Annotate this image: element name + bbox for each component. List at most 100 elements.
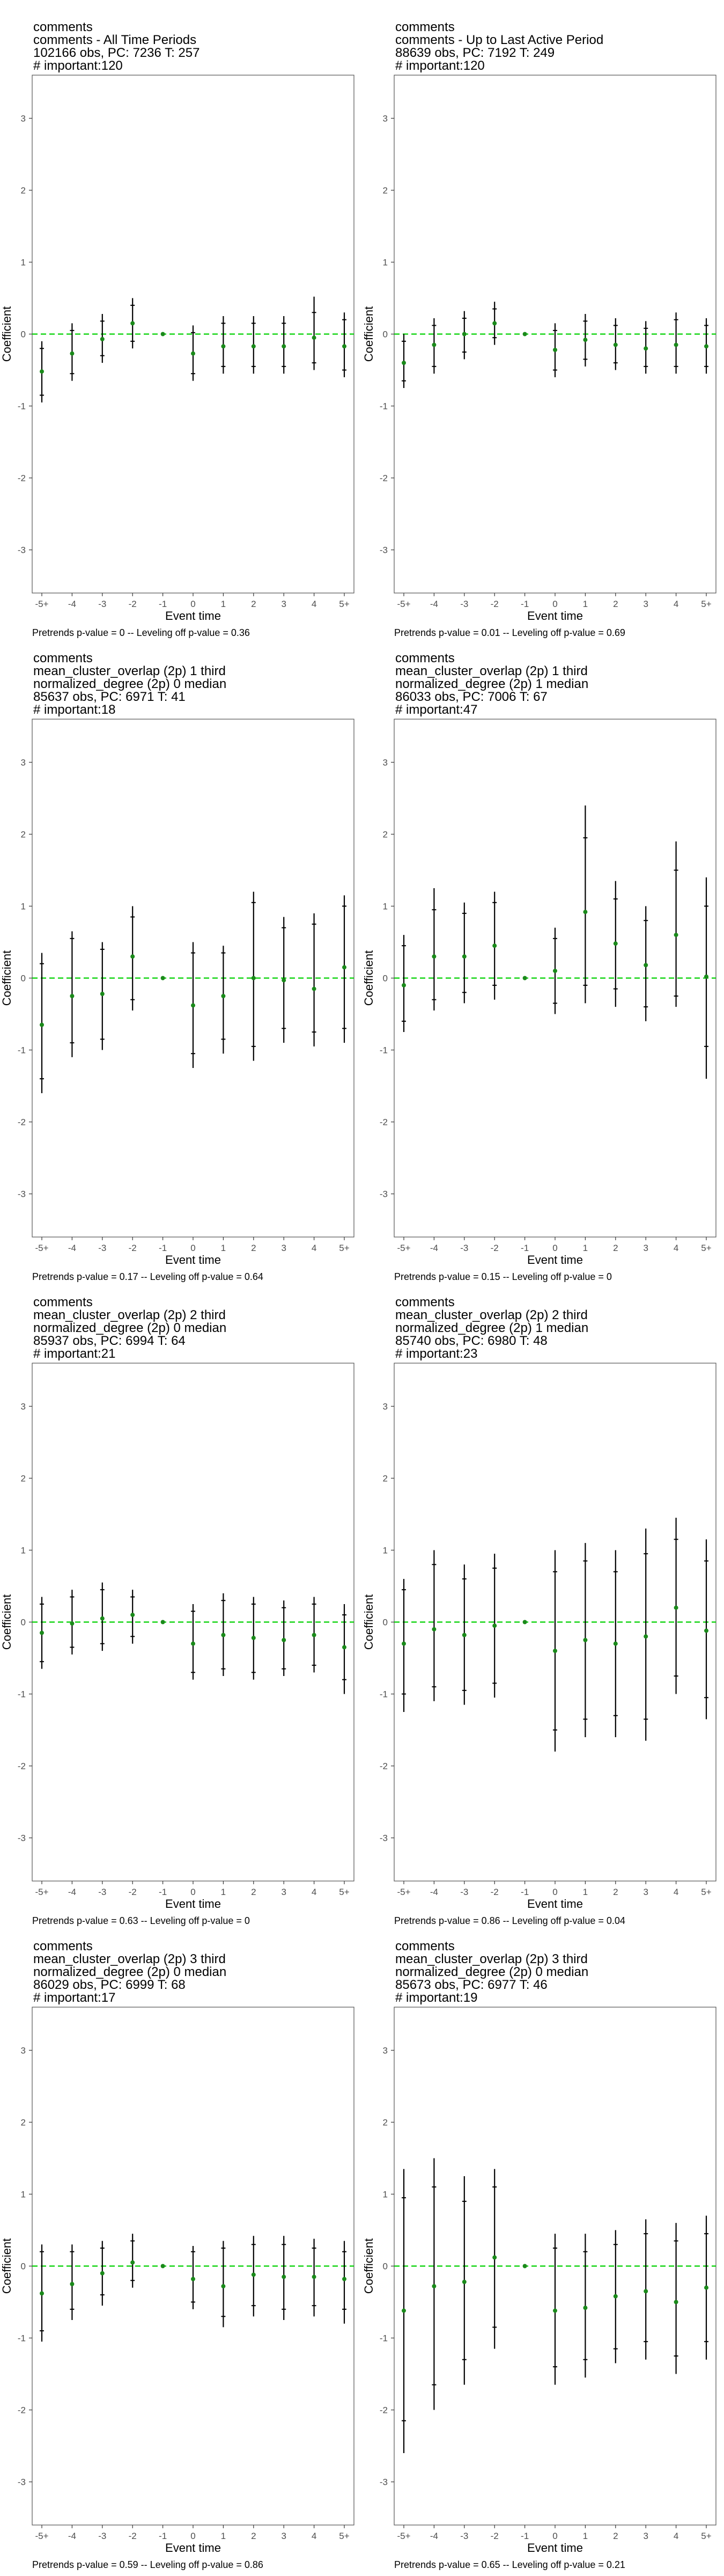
chart-title-line: comments <box>395 651 455 665</box>
chart-title-line: comments - All Time Periods <box>33 33 196 47</box>
y-tick-label: 2 <box>383 2117 388 2127</box>
x-tick-label: 4 <box>312 599 316 609</box>
x-tick-label: 4 <box>674 599 678 609</box>
chart-title-line: # important:23 <box>395 1346 477 1361</box>
x-tick-label: 1 <box>583 1243 588 1253</box>
y-tick-label: 0 <box>383 330 388 340</box>
x-tick-label: 2 <box>251 1243 256 1253</box>
y-axis-label: Coefficient <box>362 2238 375 2294</box>
point-estimate <box>492 2255 497 2260</box>
x-tick-label: 5+ <box>701 1243 711 1253</box>
y-tick-label: -3 <box>18 2477 26 2487</box>
x-tick-label: -2 <box>491 2531 499 2541</box>
x-tick-label: -4 <box>430 2531 438 2541</box>
point-estimate <box>100 2271 105 2275</box>
point-estimate <box>191 351 195 356</box>
y-tick-label: -1 <box>380 401 388 412</box>
x-tick-label: -3 <box>460 1887 468 1897</box>
y-tick-label: 0 <box>21 1618 26 1628</box>
point-estimate <box>432 342 437 347</box>
point-estimate <box>674 1605 678 1610</box>
x-tick-label: -5+ <box>397 1243 410 1253</box>
point-estimate <box>704 974 708 979</box>
x-tick-label: 4 <box>674 1887 678 1897</box>
y-axis-label: Coefficient <box>362 950 375 1006</box>
x-tick-label: -2 <box>129 599 137 609</box>
point-estimate <box>100 336 105 341</box>
point-estimate <box>70 2282 75 2287</box>
chart-title-line: 85740 obs, PC: 6980 T: 48 <box>395 1334 548 1348</box>
y-tick-label: -1 <box>18 2333 26 2344</box>
point-estimate <box>342 1645 346 1650</box>
chart-title-line: comments <box>395 20 455 34</box>
x-tick-label: 1 <box>221 1887 226 1897</box>
point-estimate <box>674 342 678 347</box>
y-tick-label: 3 <box>383 113 388 123</box>
point-estimate <box>402 983 406 987</box>
y-tick-label: 3 <box>21 757 26 767</box>
p-value-caption: Pretrends p-value = 0.17 -- Leveling off… <box>32 1271 263 1282</box>
y-tick-label: -2 <box>380 473 388 484</box>
y-tick-label: -1 <box>380 1045 388 1056</box>
y-tick-label: 1 <box>21 901 26 911</box>
point-estimate <box>522 1620 527 1624</box>
x-tick-label: 5+ <box>339 1243 349 1253</box>
chart-title-line: normalized_degree (2p) 1 median <box>395 1321 588 1335</box>
chart-title-line: normalized_degree (2p) 0 median <box>33 1321 226 1335</box>
p-value-caption: Pretrends p-value = 0.65 -- Leveling off… <box>394 2559 625 2570</box>
point-estimate <box>492 1623 497 1628</box>
y-axis-label: Coefficient <box>362 1594 375 1650</box>
chart-title-line: mean_cluster_overlap (2p) 1 third <box>395 664 588 678</box>
x-tick-label: 3 <box>643 1243 648 1253</box>
point-estimate <box>160 2264 165 2268</box>
x-tick-label: -1 <box>521 1243 529 1253</box>
x-tick-label: -2 <box>491 1243 499 1253</box>
y-tick-label: 1 <box>383 901 388 911</box>
x-tick-label: 3 <box>281 599 286 609</box>
y-tick-label: 0 <box>21 330 26 340</box>
x-tick-label: -5+ <box>35 599 48 609</box>
x-axis-label: Event time <box>165 609 221 623</box>
y-tick-label: 2 <box>383 829 388 839</box>
y-axis-label: Coefficient <box>362 306 375 362</box>
x-tick-label: -3 <box>460 1243 468 1253</box>
chart-title-line: normalized_degree (2p) 0 median <box>33 1965 226 1979</box>
y-tick-label: 3 <box>383 1401 388 1411</box>
x-axis-label: Event time <box>527 2541 583 2555</box>
x-tick-label: 2 <box>251 1887 256 1897</box>
x-tick-label: 3 <box>281 1243 286 1253</box>
chart-title-line: mean_cluster_overlap (2p) 2 third <box>395 1308 588 1322</box>
chart-title-line: normalized_degree (2p) 1 median <box>395 677 588 691</box>
x-tick-label: 5+ <box>701 1887 711 1897</box>
point-estimate <box>221 344 226 349</box>
y-tick-label: 3 <box>383 757 388 767</box>
chart-title-line: # important:17 <box>33 1990 115 2005</box>
x-tick-label: 5+ <box>701 599 711 609</box>
point-estimate <box>40 1630 44 1635</box>
x-tick-label: -1 <box>159 1887 167 1897</box>
point-estimate <box>402 361 406 365</box>
point-estimate <box>40 369 44 374</box>
x-tick-label: -2 <box>129 1887 137 1897</box>
y-axis-label: Coefficient <box>0 306 13 362</box>
x-tick-label: -5+ <box>397 1887 410 1897</box>
y-tick-label: -1 <box>18 1045 26 1056</box>
y-tick-label: 2 <box>21 2117 26 2127</box>
point-estimate <box>160 976 165 980</box>
point-estimate <box>342 344 346 349</box>
x-tick-label: -3 <box>460 599 468 609</box>
y-tick-label: -3 <box>380 545 388 555</box>
x-tick-label: 0 <box>552 2531 557 2541</box>
chart-title-line: normalized_degree (2p) 0 median <box>395 1965 588 1979</box>
chart-title-line: # important:18 <box>33 702 115 717</box>
x-tick-label: -5+ <box>397 2531 410 2541</box>
x-tick-label: 2 <box>613 1243 618 1253</box>
x-tick-label: -1 <box>159 2531 167 2541</box>
chart-title-line: 85637 obs, PC: 6971 T: 41 <box>33 690 186 704</box>
x-tick-label: -1 <box>159 1243 167 1253</box>
point-estimate <box>130 954 135 959</box>
x-tick-label: -3 <box>460 2531 468 2541</box>
